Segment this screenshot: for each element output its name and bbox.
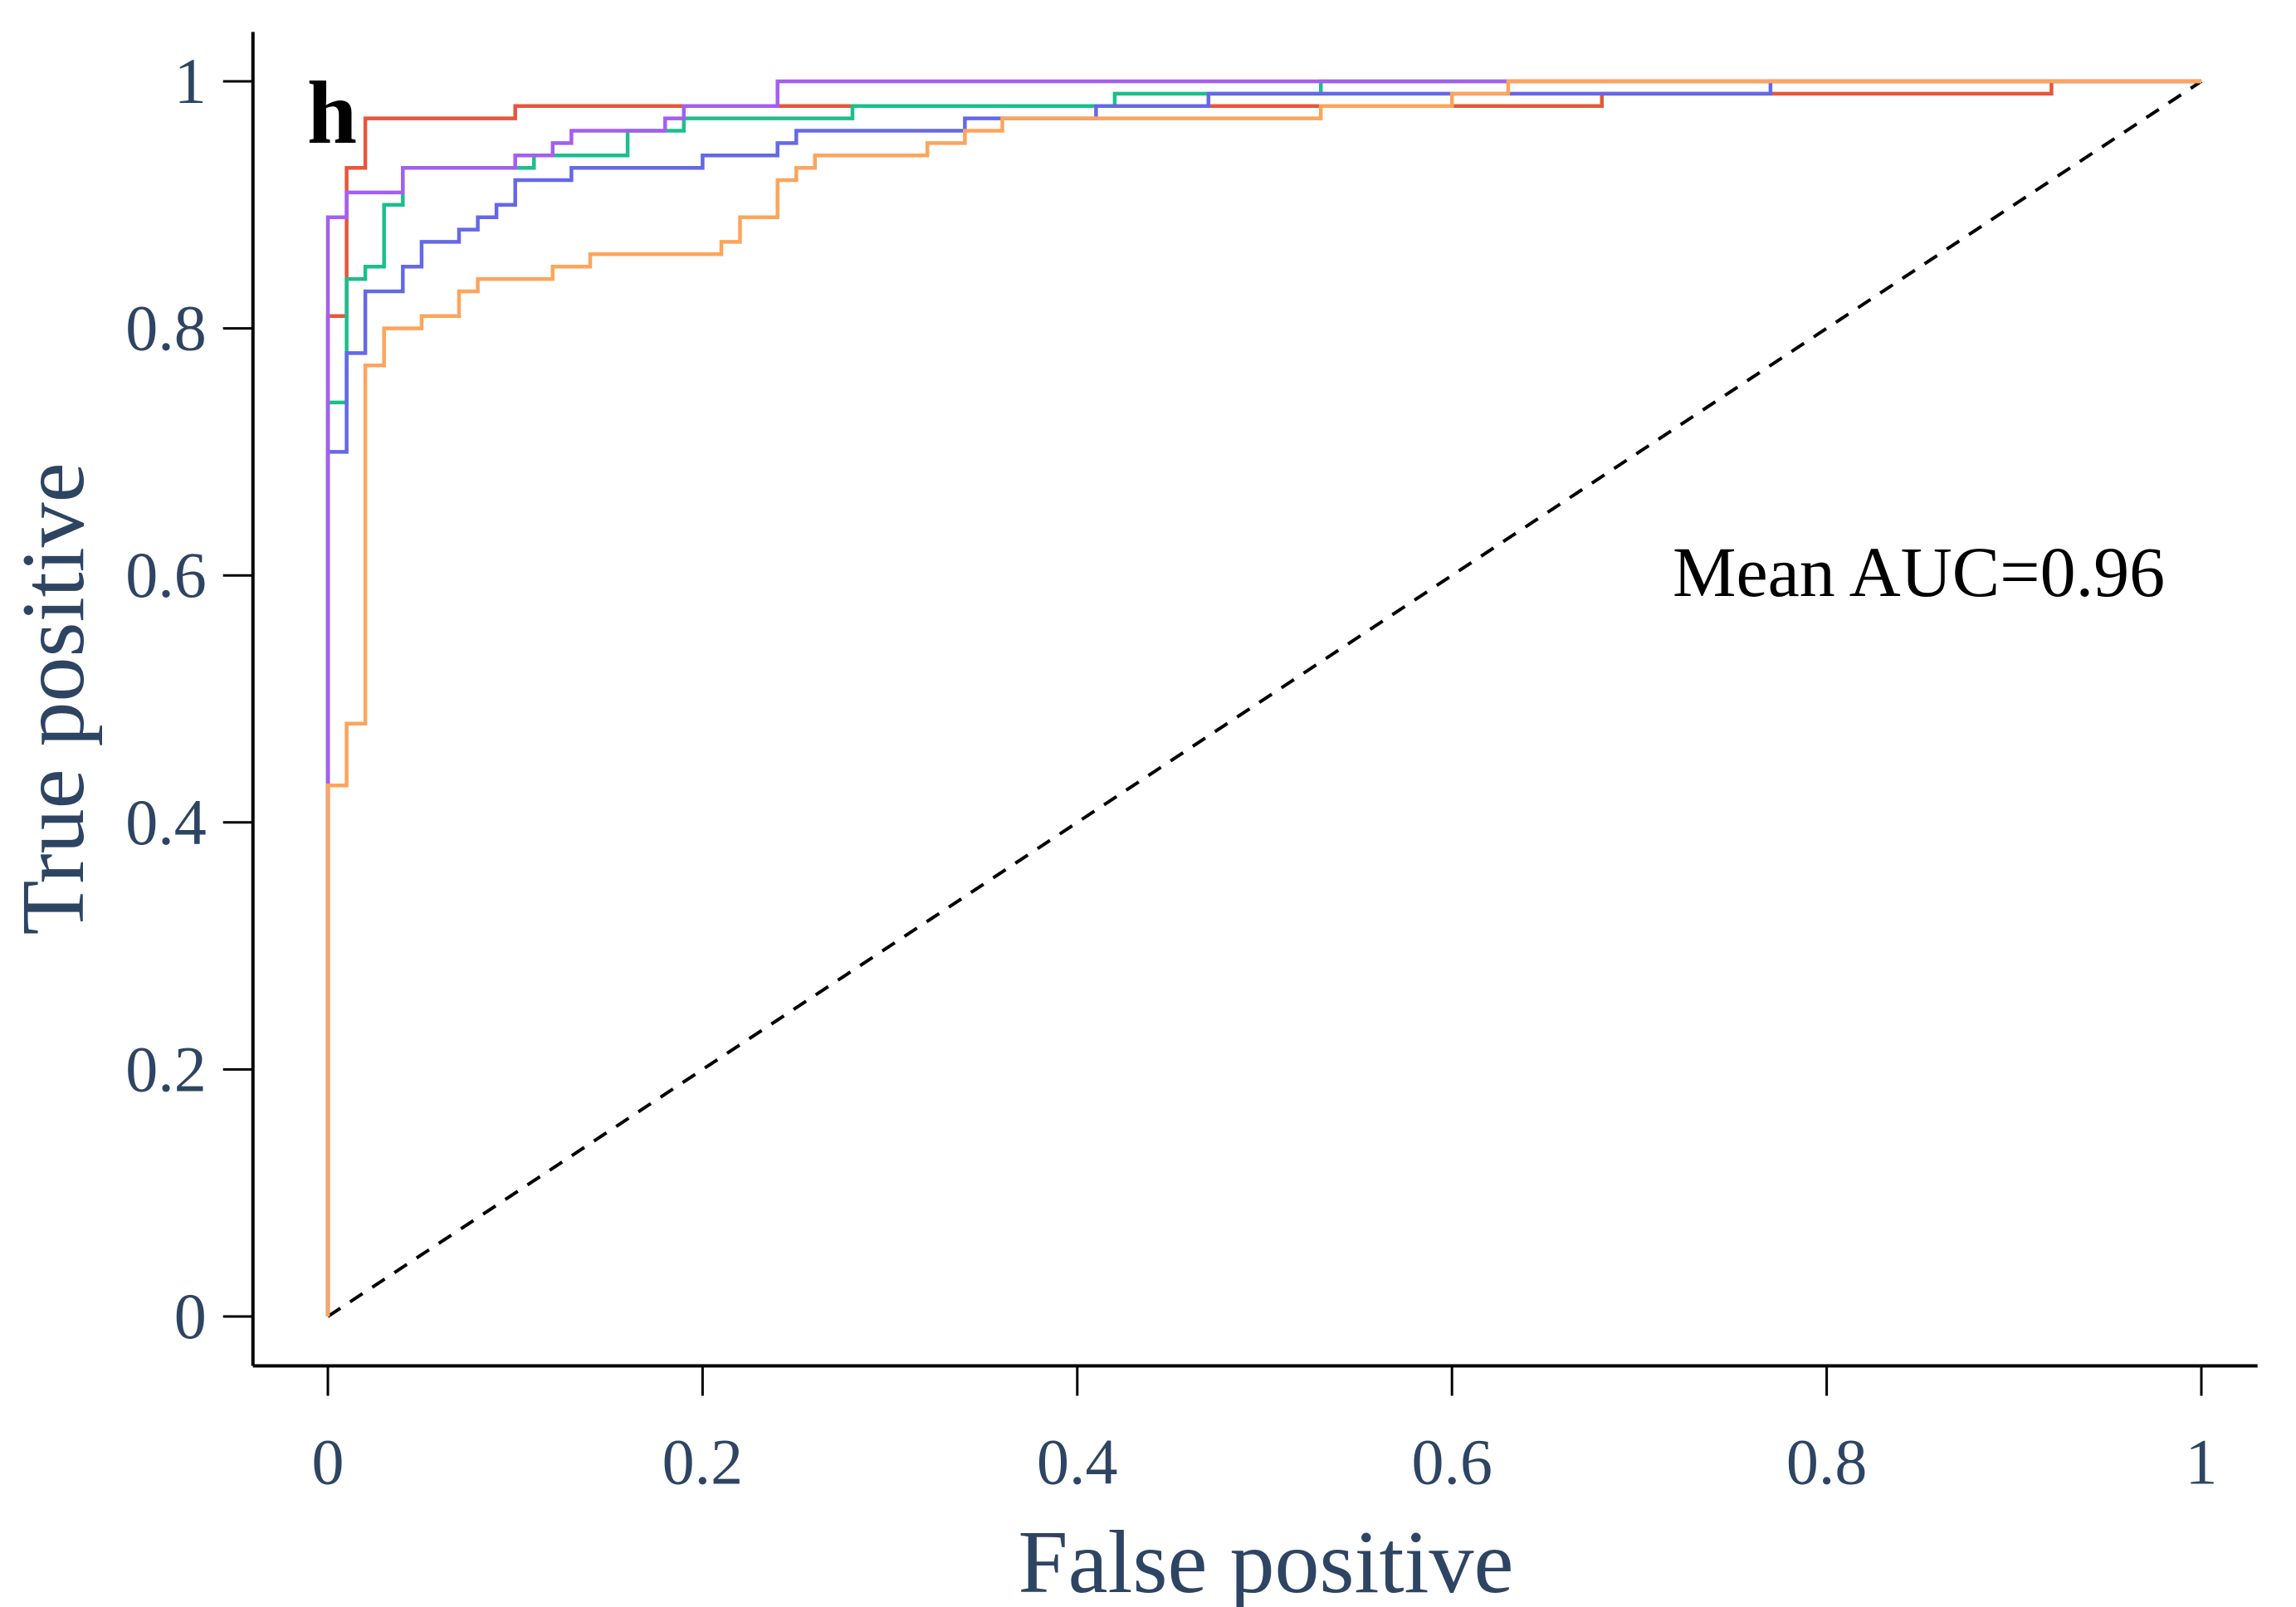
x-tick-label: 0.6 xyxy=(1411,1426,1492,1498)
panel-label: h xyxy=(307,64,357,163)
y-tick-label: 0.2 xyxy=(125,1033,207,1105)
ticks-layer: 0 0.2 0.4 0.6 0.8 1 0 0.2 0.4 0.6 0.8 1 xyxy=(125,45,2217,1498)
roc-curve-3 xyxy=(325,79,2201,1316)
roc-curve-5 xyxy=(325,79,2201,1316)
x-axis-title: False positive xyxy=(1019,1513,1514,1607)
x-tick-label: 0.8 xyxy=(1786,1426,1868,1498)
x-tick-label: 0.2 xyxy=(662,1426,744,1498)
mean-auc-annotation: Mean AUC=0.96 xyxy=(1673,532,2165,612)
y-axis-title: True positive xyxy=(4,462,103,935)
y-tick-label: 0 xyxy=(174,1280,207,1352)
axes-layer xyxy=(251,32,2258,1368)
roc-curve-4 xyxy=(325,79,2201,1316)
y-tick-label: 0.6 xyxy=(125,539,207,611)
x-tick-label: 1 xyxy=(2186,1426,2218,1498)
chance-diagonal-line xyxy=(326,80,2203,1318)
y-tick-label: 0.4 xyxy=(125,786,207,858)
x-tick-label: 0.4 xyxy=(1037,1426,1118,1498)
series-layer xyxy=(325,79,2203,1318)
y-tick-label: 0.8 xyxy=(125,292,207,364)
x-tick-label: 0 xyxy=(312,1426,344,1498)
y-tick-label: 1 xyxy=(174,45,207,117)
